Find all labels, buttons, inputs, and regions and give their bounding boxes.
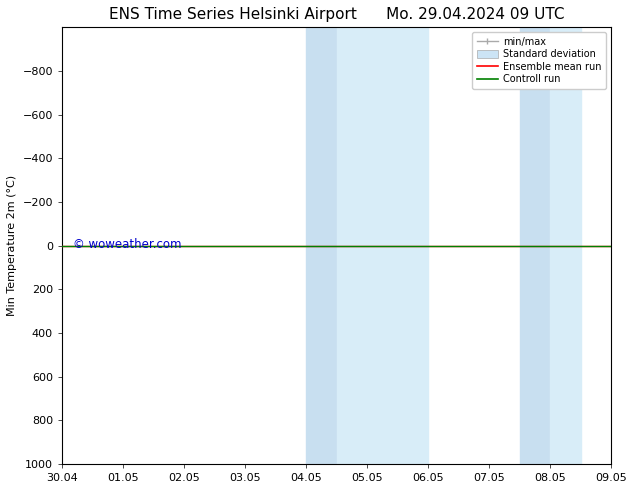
Bar [306, 27, 337, 464]
Bar [520, 27, 550, 464]
Bar [337, 27, 428, 464]
Y-axis label: Min Temperature 2m (°C): Min Temperature 2m (°C) [7, 175, 17, 316]
Bar [550, 27, 581, 464]
Legend: min/max, Standard deviation, Ensemble mean run, Controll run: min/max, Standard deviation, Ensemble me… [472, 32, 606, 89]
Title: ENS Time Series Helsinki Airport      Mo. 29.04.2024 09 UTC: ENS Time Series Helsinki Airport Mo. 29.… [109, 7, 564, 22]
Text: © woweather.com: © woweather.com [73, 238, 181, 251]
